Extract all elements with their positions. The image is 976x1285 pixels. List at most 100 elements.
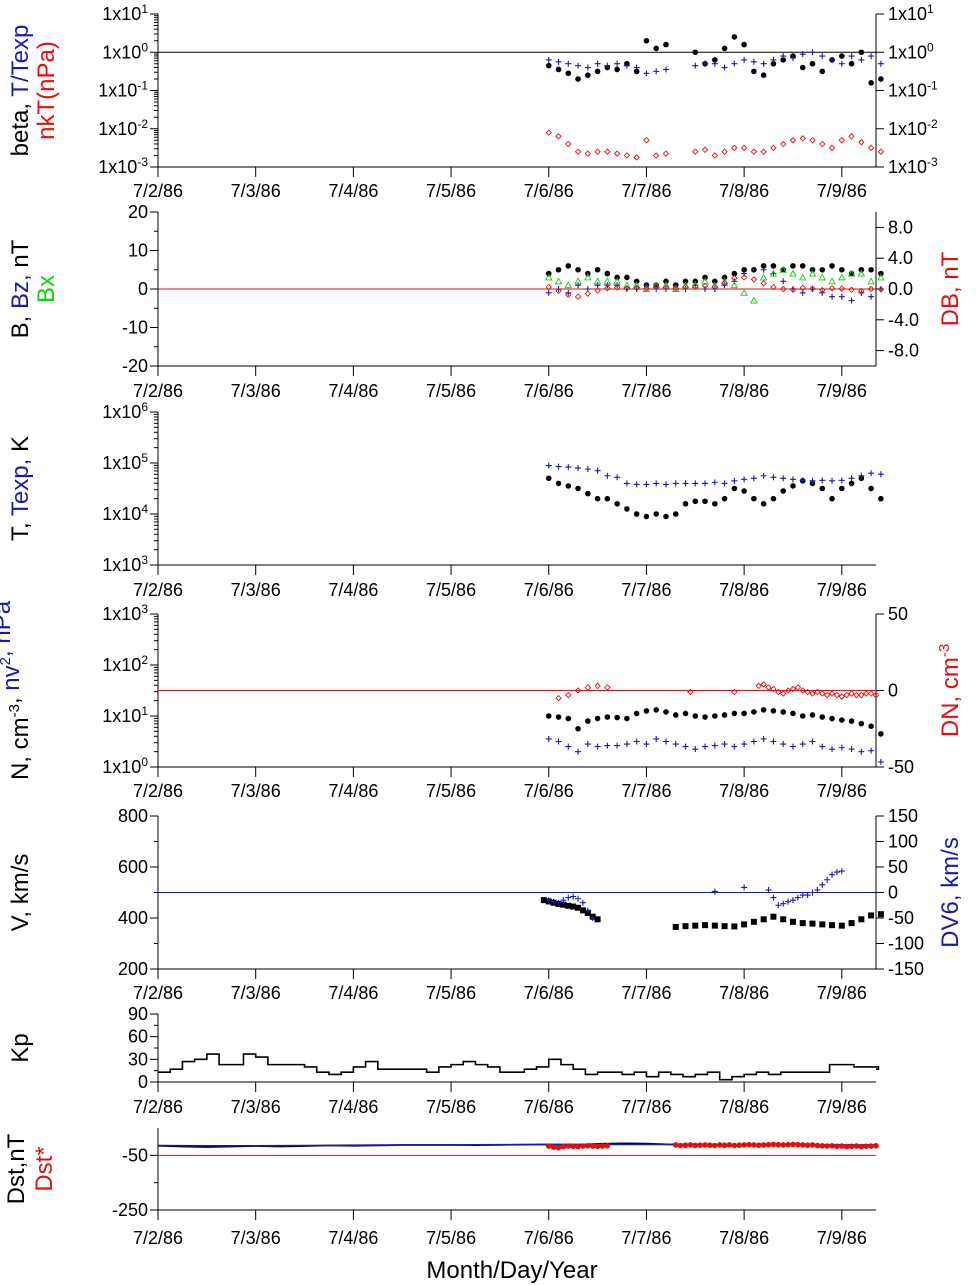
data-point [829, 477, 836, 484]
y-tick-label: 1x10-2 [98, 117, 148, 139]
y-axis-label: V, km/s [7, 854, 34, 932]
data-point [867, 285, 875, 293]
data-point [775, 902, 782, 909]
y-tick-label: 600 [118, 857, 148, 877]
data-point [721, 148, 728, 155]
data-point [819, 53, 826, 60]
data-point [829, 56, 836, 63]
data-point [604, 742, 611, 749]
data-point [555, 694, 562, 702]
data-point [589, 1143, 596, 1149]
x-tick-label: 7/3/86 [231, 580, 281, 600]
data-point [585, 718, 591, 724]
data-point [550, 898, 557, 905]
data-point [682, 286, 689, 292]
data-point [653, 480, 660, 487]
data-point [575, 904, 582, 911]
data-point [741, 41, 747, 48]
data-point [779, 690, 787, 697]
data-point [809, 889, 816, 896]
data-point [682, 923, 689, 930]
data-point [731, 688, 738, 696]
data-point [584, 741, 591, 748]
data-point [692, 49, 699, 56]
data-point [662, 481, 669, 488]
data-point [633, 68, 640, 75]
y-tick-label: 1x101 [102, 2, 148, 24]
data-point [731, 34, 738, 40]
data-point [653, 286, 660, 292]
data-point [565, 464, 572, 471]
data-point [780, 1142, 786, 1148]
data-point [809, 690, 816, 697]
data-point [643, 741, 650, 748]
data-point [795, 1141, 801, 1148]
data-point [731, 710, 738, 717]
data-point [594, 467, 601, 474]
data-point [594, 68, 601, 75]
data-point [731, 274, 738, 282]
data-point [760, 266, 767, 273]
data-point [877, 273, 885, 281]
data-point [643, 708, 650, 714]
data-point [565, 140, 572, 148]
y-tick-label: -250 [112, 1200, 148, 1220]
x-tick-label: 7/2/86 [133, 181, 183, 201]
data-point [682, 710, 689, 717]
data-point [565, 70, 572, 77]
x-tick-label: 7/4/86 [328, 1097, 378, 1117]
data-point [839, 53, 845, 59]
data-point [765, 1141, 772, 1148]
x-tick-label: 7/9/86 [817, 381, 867, 401]
right-tick-label: 0 [888, 883, 898, 903]
data-point [599, 1143, 606, 1149]
x-tick-label: 7/6/86 [524, 580, 574, 600]
series-line [158, 1053, 880, 1081]
y-tick-label: 1x100 [102, 755, 148, 777]
data-point [594, 148, 601, 155]
data-point [780, 278, 787, 285]
data-point [848, 270, 855, 277]
data-point [544, 273, 553, 281]
data-point [847, 269, 856, 277]
data-point [560, 901, 567, 908]
data-point [877, 286, 885, 293]
data-point [721, 45, 728, 52]
data-point [672, 511, 679, 517]
data-point [775, 688, 782, 696]
right-axis-label: DB, nT [937, 251, 964, 326]
data-point [632, 281, 641, 289]
right-tick-label: 1x10-3 [888, 155, 938, 177]
data-point [829, 746, 836, 753]
data-point [867, 144, 875, 152]
data-point [819, 140, 826, 148]
data-point [868, 1143, 874, 1149]
data-point [663, 513, 669, 520]
data-point [746, 1141, 752, 1148]
x-tick-label: 7/9/86 [817, 1097, 867, 1117]
data-point [624, 274, 630, 281]
x-tick-label: 7/9/86 [817, 580, 867, 600]
data-point [799, 741, 806, 748]
data-point [555, 66, 562, 73]
series-velocity-0 [540, 897, 884, 930]
data-point [868, 53, 875, 60]
y-tick-label: 1x100 [102, 40, 148, 62]
data-point [867, 277, 875, 285]
y-tick-label: 1x10-1 [98, 79, 148, 101]
data-point [775, 1141, 782, 1148]
x-tick-label: 7/3/86 [231, 381, 281, 401]
data-point [809, 49, 816, 56]
y-axis-label: nkT(nPa) [33, 41, 60, 140]
data-point [574, 293, 582, 300]
data-point [877, 471, 884, 478]
data-point [868, 266, 874, 273]
data-point [721, 923, 728, 930]
data-point [687, 688, 694, 696]
data-point [760, 681, 767, 688]
data-point [785, 898, 792, 905]
data-point [721, 712, 728, 718]
x-tick-label: 7/5/86 [426, 983, 476, 1003]
data-point [808, 269, 817, 277]
x-tick-label: 7/5/86 [426, 1228, 476, 1248]
